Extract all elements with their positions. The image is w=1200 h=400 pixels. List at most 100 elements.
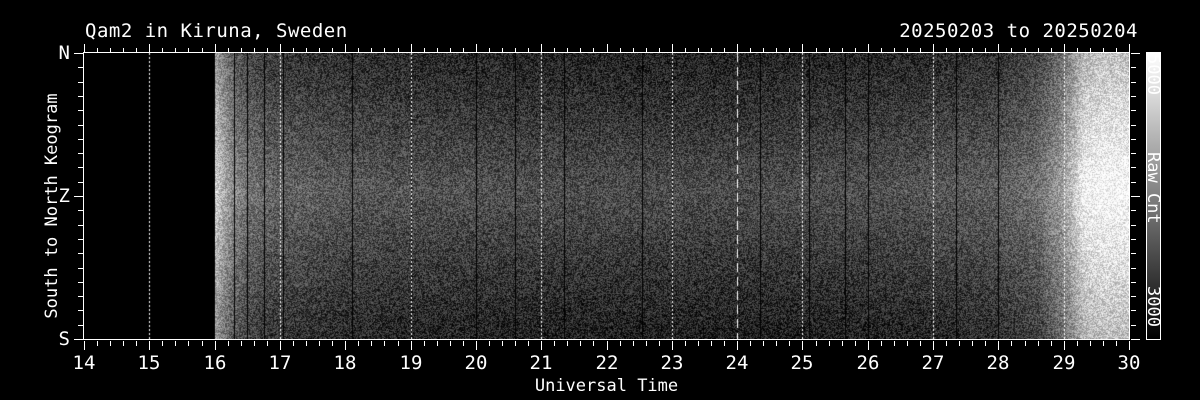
x-axis-minor-tick-top [907,48,908,53]
x-tick-label: 17 [268,352,292,374]
x-axis-major-tick [215,341,216,350]
x-axis-minor-tick-top [1090,48,1091,53]
x-axis-major-tick [737,341,738,350]
x-axis-minor-tick-top [123,48,124,53]
x-axis-minor-tick-top [424,48,425,53]
x-axis-minor-tick [750,341,751,346]
x-axis-minor-tick [1077,341,1078,346]
x-axis-minor-tick [110,341,111,346]
x-axis-minor-tick [188,341,189,346]
x-axis-minor-tick [724,341,725,346]
x-tick-label: 22 [595,352,619,374]
x-axis-minor-tick [515,341,516,346]
x-axis-minor-tick [123,341,124,346]
x-axis-minor-tick-top [437,48,438,53]
y-axis-minor-tick-right [1131,282,1136,283]
x-axis-minor-tick-top [463,48,464,53]
x-axis-major-tick [1129,341,1130,350]
x-axis-minor-tick-top [855,48,856,53]
x-axis-major-tick [672,341,673,350]
x-axis-minor-tick-top [750,48,751,53]
y-axis-minor-tick-right [1131,110,1136,111]
y-axis-minor-tick-right [1131,82,1136,83]
x-axis-minor-tick-top [698,48,699,53]
x-axis-minor-tick-top [162,48,163,53]
x-axis-major-tick [1064,341,1065,350]
y-axis-minor-tick-right [1131,67,1136,68]
x-axis-major-tick-top [868,44,869,53]
x-axis-minor-tick-top [724,48,725,53]
x-axis-major-tick [411,341,412,350]
y-axis-minor-tick-right [1131,268,1136,269]
x-tick-label: 25 [790,352,814,374]
x-axis-minor-tick [1038,341,1039,346]
x-axis-minor-tick-top [894,48,895,53]
x-axis-minor-tick-top [646,48,647,53]
x-axis-minor-tick-top [620,48,621,53]
x-axis-minor-tick-top [580,48,581,53]
x-axis-minor-tick [620,341,621,346]
x-axis-major-tick-top [672,44,673,53]
x-axis-minor-tick-top [450,48,451,53]
y-axis-major-tick [74,339,83,340]
x-axis-major-tick-top [1129,44,1130,53]
x-axis-minor-tick-top [881,48,882,53]
y-axis-minor-tick [78,167,83,168]
x-axis-minor-tick [241,341,242,346]
x-axis-minor-tick [593,341,594,346]
x-tick-label: 19 [399,352,423,374]
x-axis-minor-tick [437,341,438,346]
x-axis-minor-tick-top [1025,48,1026,53]
x-axis-minor-tick-top [202,48,203,53]
x-axis-minor-tick [306,341,307,346]
x-axis-major-tick [84,341,85,350]
y-axis-major-tick-right [1131,339,1140,340]
x-axis-minor-tick-top [920,48,921,53]
y-axis-minor-tick [78,210,83,211]
x-axis-minor-tick [1090,341,1091,346]
x-axis-minor-tick [659,341,660,346]
x-axis-minor-tick [450,341,451,346]
x-axis-minor-tick-top [1051,48,1052,53]
x-axis-major-tick [868,341,869,350]
x-axis-major-tick-top [476,44,477,53]
x-axis-minor-tick [711,341,712,346]
x-axis-minor-tick [489,341,490,346]
x-axis-minor-tick-top [633,48,634,53]
x-axis-minor-tick-top [711,48,712,53]
x-axis-minor-tick [162,341,163,346]
x-axis-minor-tick [855,341,856,346]
x-axis-minor-tick-top [776,48,777,53]
x-axis-minor-tick [97,341,98,346]
y-axis-minor-tick-right [1131,96,1136,97]
y-axis-minor-tick [78,239,83,240]
y-axis-minor-tick [78,82,83,83]
x-axis-major-tick-top [802,44,803,53]
x-axis-major-tick [607,341,608,350]
colorbar [1146,52,1161,340]
x-axis-minor-tick-top [319,48,320,53]
y-axis-minor-tick-right [1131,153,1136,154]
x-axis-major-tick-top [933,44,934,53]
x-tick-label: 21 [529,352,553,374]
x-axis-minor-tick [633,341,634,346]
x-axis-minor-tick-top [228,48,229,53]
x-axis-major-tick-top [998,44,999,53]
x-axis-major-tick [802,341,803,350]
y-axis-minor-tick-right [1131,310,1136,311]
x-axis-label: Universal Time [534,376,679,396]
x-axis-minor-tick-top [254,48,255,53]
x-axis-minor-tick [1116,341,1117,346]
x-axis-minor-tick-top [332,48,333,53]
y-axis-minor-tick-right [1131,296,1136,297]
x-axis-minor-tick [946,341,947,346]
x-axis-minor-tick-top [293,48,294,53]
y-axis-minor-tick-right [1131,210,1136,211]
x-axis-minor-tick [685,341,686,346]
x-tick-label: 30 [1117,352,1141,374]
x-axis-minor-tick [829,341,830,346]
x-axis-minor-tick-top [593,48,594,53]
x-axis-minor-tick [136,341,137,346]
x-tick-label: 29 [1052,352,1076,374]
y-axis-minor-tick [78,125,83,126]
